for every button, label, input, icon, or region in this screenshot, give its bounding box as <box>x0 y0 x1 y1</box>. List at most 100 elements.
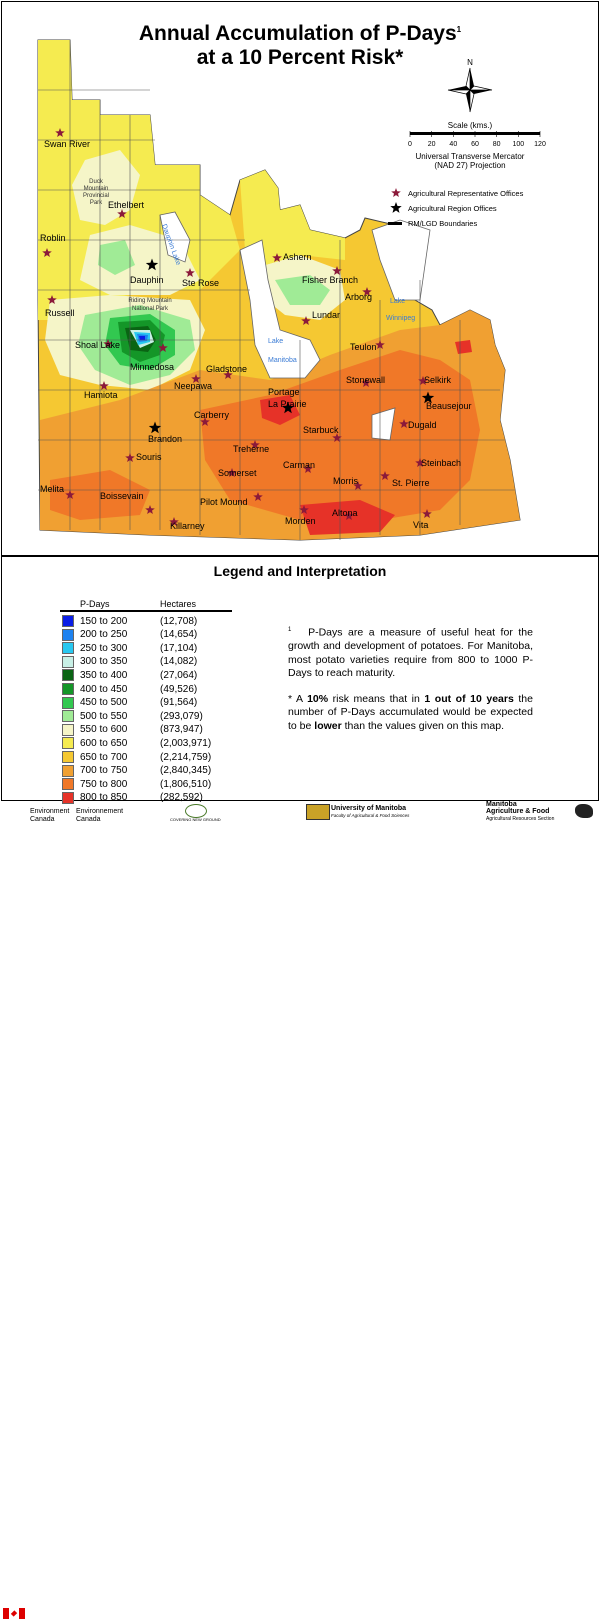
place-label-st-pierre: St. Pierre <box>392 478 430 488</box>
legend-swatch <box>62 655 74 668</box>
zone-500-550-interlake <box>275 275 330 305</box>
boundary-line-icon <box>388 222 402 225</box>
duck-mountain-label-2: Mountain <box>84 186 109 192</box>
map-frame <box>1 1 599 556</box>
env-canada-fr: Environnement Canada <box>76 808 124 823</box>
legend-row: 350 to 400 (27,064) <box>60 668 240 682</box>
rep-office-star-ethelbert <box>117 209 127 218</box>
rep-office-star-swan-river <box>55 128 65 137</box>
place-label-pilot-mound: Pilot Mound <box>200 497 248 507</box>
legend-range: 650 to 700 <box>80 751 128 763</box>
place-label-boissevain: Boissevain <box>100 491 144 501</box>
region-office-star-dauphin <box>145 258 159 271</box>
zone-150-200 <box>139 336 145 340</box>
zone-600-650-north <box>240 170 345 265</box>
rep-office-star-roblin <box>42 248 52 257</box>
canada-flag-icon <box>3 1608 25 1619</box>
legend-range: 500 to 550 <box>80 710 128 722</box>
lake-winnipeg-label-2: Winnipeg <box>386 315 415 322</box>
rep-office-star-st-pierre <box>380 471 390 480</box>
legend-swatch <box>62 737 74 750</box>
ag-region-office-star-icon <box>390 202 402 213</box>
place-label-fisher-branch: Fisher Branch <box>302 275 358 285</box>
rep-office-star-starbuck <box>332 433 342 442</box>
duck-mountain-label-1: Duck <box>89 179 104 185</box>
legend-frame <box>1 556 599 801</box>
legend-hectares: (12,708) <box>160 615 198 627</box>
place-label-brandon: Brandon <box>148 434 182 444</box>
legend-range: 800 to 850 <box>80 792 128 804</box>
legend-hectares: (2,840,345) <box>160 765 212 777</box>
rep-office-star-morden <box>299 505 309 514</box>
rep-office-star-boissevain <box>145 505 155 514</box>
place-label-ethelbert: Ethelbert <box>108 200 145 210</box>
rep-office-star-minnedosa <box>158 343 168 352</box>
rep-office-star-pilot-mound <box>253 492 263 501</box>
region-office-star-portage <box>281 401 295 414</box>
scale-tick-100: 100 <box>512 141 524 148</box>
place-label-dauphin: Dauphin <box>130 275 164 285</box>
duck-mountain-label-3: Provincial <box>83 193 109 199</box>
legend-col-pdays: P-Days <box>80 599 110 609</box>
interpretation-text: 1 P-Days are a measure of useful heat fo… <box>288 626 533 732</box>
place-label-somerset: Somerset <box>218 468 257 478</box>
legend-swatch <box>62 778 74 791</box>
place-label-shoal-lake: Shoal Lake <box>75 340 120 350</box>
legend-row: 300 to 350 (14,082) <box>60 655 240 669</box>
lake-manitoba-label-1: Lake <box>268 338 283 345</box>
scale-tick-20: 20 <box>428 141 436 148</box>
place-label-morris: Morris <box>333 476 358 486</box>
place-label-gladstone: Gladstone <box>206 364 247 374</box>
legend-row: 550 to 600 (873,947) <box>60 723 240 737</box>
rep-office-star-souris <box>125 453 135 462</box>
legend-row: 400 to 450 (49,526) <box>60 682 240 696</box>
place-label-ashern: Ashern <box>283 252 312 262</box>
legend-hectares: (2,003,971) <box>160 737 212 749</box>
ag-region-offices-label: Agricultural Region Offices <box>408 204 497 213</box>
zone-800-850-b <box>260 395 300 425</box>
legend-swatch <box>62 683 74 695</box>
place-label-minnedosa: Minnedosa <box>130 362 174 372</box>
legend-header-rule <box>60 610 232 612</box>
place-label-lundar: Lundar <box>312 310 340 320</box>
place-label-souris: Souris <box>136 452 162 462</box>
rep-office-star-steinbach <box>415 458 425 467</box>
rep-office-star-teulon <box>375 340 385 349</box>
zone-500-550-a <box>98 240 135 275</box>
rep-office-star-melita <box>65 490 75 499</box>
legend-hectares: (14,654) <box>160 629 198 641</box>
projection-line-2: (NAD 27) Projection <box>434 161 505 170</box>
legend-row: 500 to 550 (293,079) <box>60 709 240 723</box>
uofm-sub: Faculty of Agricultural & Food Sciences <box>331 813 410 818</box>
place-labels: Swan River Ethelbert Roblin Dauphin Ste Rose… <box>40 139 472 531</box>
legend-row: 150 to 200 (12,708) <box>60 614 240 628</box>
ag-region-office-markers <box>145 258 435 434</box>
rep-office-star-morris <box>353 481 363 490</box>
scale-tick-60: 60 <box>471 141 479 148</box>
legend-range: 200 to 250 <box>80 629 128 641</box>
place-label-portage: Portage <box>268 387 300 397</box>
legend-range: 300 to 350 <box>80 656 128 668</box>
place-label-steinbach: Steinbach <box>421 458 461 468</box>
rep-office-star-treherne <box>250 440 260 449</box>
legend-swatch <box>62 710 74 723</box>
place-label-hamiota: Hamiota <box>84 390 118 400</box>
dauphin-lake <box>159 211 191 263</box>
place-label-ste-rose: Ste Rose <box>182 278 219 288</box>
rep-office-star-vita <box>422 509 432 518</box>
region-office-star-brandon <box>148 421 162 434</box>
map-title: Annual Accumulation of P-Days1 at a 10 P… <box>138 22 462 69</box>
riding-mountain-label-1: Riding Mountain <box>128 298 171 304</box>
place-label-treherne: Treherne <box>233 444 269 454</box>
scale-label: Scale (kms.) <box>448 121 493 130</box>
duck-mountain-label-4: Park <box>90 200 103 206</box>
place-label-neepawa: Neepawa <box>174 381 212 391</box>
legend-hectares: (91,564) <box>160 697 198 709</box>
legend-row: 200 to 250 (14,654) <box>60 628 240 642</box>
legend-hectares: (49,526) <box>160 683 198 695</box>
scale-tick-80: 80 <box>493 141 501 148</box>
rep-office-star-neepawa <box>191 374 201 383</box>
rep-office-star-ashern <box>272 253 282 262</box>
legend-swatch <box>62 791 74 804</box>
legend-range: 350 to 400 <box>80 669 128 681</box>
